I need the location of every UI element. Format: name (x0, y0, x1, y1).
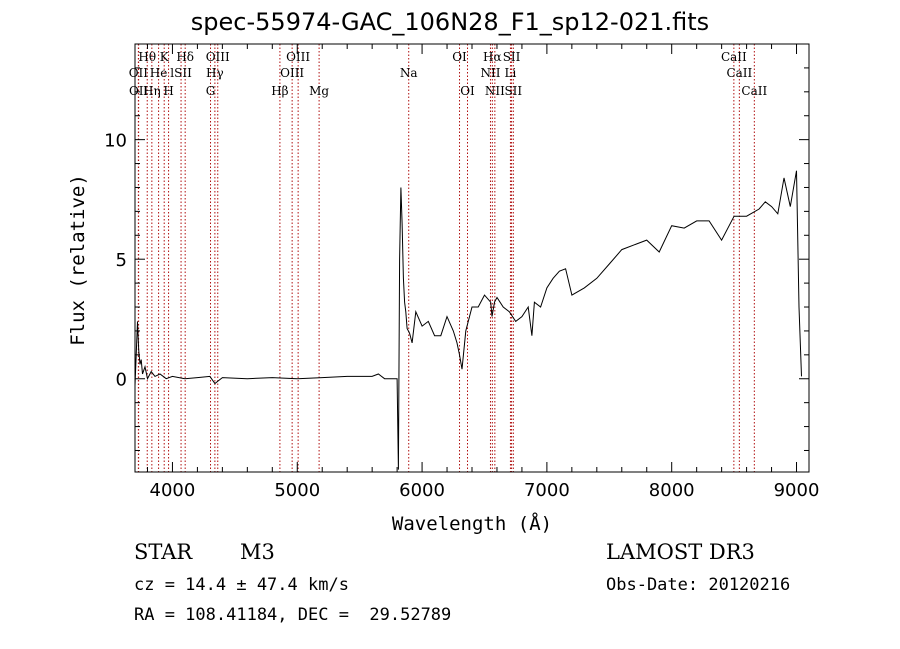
x-tick-label: 6000 (399, 480, 445, 501)
spectral-line-label: Li (505, 66, 517, 80)
spectral-line-label: OII (129, 84, 149, 98)
spectral-line-label: OIII (280, 66, 304, 80)
spectral-line-label: CaII (721, 50, 747, 64)
spectrum-line (134, 170, 802, 470)
spectral-line-label: He (150, 66, 168, 80)
y-tick-label: 5 (116, 250, 127, 271)
spectral-line-label: Hβ (271, 84, 288, 98)
object-class: STAR (134, 540, 193, 564)
spectral-line-label: Mg (309, 84, 329, 98)
chart-title: spec-55974-GAC_106N28_F1_sp12-021.fits (190, 8, 710, 36)
x-tick-label: 7000 (524, 480, 570, 501)
spectral-line-label: NII (480, 66, 500, 80)
spectral-line-label: K (160, 50, 170, 64)
x-tick-label: 9000 (774, 480, 820, 501)
spectral-line-label: Hθ (138, 50, 156, 64)
spectral-line-label: Hγ (206, 66, 224, 80)
spectral-line-label: SII (503, 50, 521, 64)
spectral-line-label: G (206, 84, 216, 98)
spectral-line-label: Hα (483, 50, 502, 64)
survey-label: LAMOST DR3 (606, 540, 755, 564)
spectral-line-label: CaII (741, 84, 767, 98)
x-tick-label: 8000 (649, 480, 695, 501)
x-axis-label: Wavelength (Å) (392, 512, 552, 535)
y-tick-label: 10 (104, 131, 127, 152)
redshift-info: cz = 14.4 ± 47.4 km/s (134, 575, 349, 595)
plot-frame (134, 43, 810, 473)
spectral-line-label: Hη (143, 84, 161, 98)
spectral-line-label: Hδ (176, 50, 194, 64)
object-subclass: M3 (240, 540, 275, 564)
x-tick-label: 4000 (150, 480, 196, 501)
x-tick-label: 5000 (274, 480, 320, 501)
spectral-line-label: OI (452, 50, 467, 64)
obs-date: Obs-Date: 20120216 (606, 575, 791, 595)
spectral-line-label: OII (129, 66, 149, 80)
y-axis-label: Flux (relative) (67, 174, 89, 346)
spectral-line-label: OIII (206, 50, 230, 64)
spectral-line-label: NII (485, 84, 505, 98)
coordinates: RA = 108.41184, DEC = 29.52789 (134, 605, 452, 625)
spectral-line-label: lSII (170, 66, 192, 80)
y-tick-label: 0 (116, 370, 127, 391)
spectral-line-label: OIII (286, 50, 310, 64)
spectral-line-label: H (163, 84, 173, 98)
spectral-line-label: SII (504, 84, 522, 98)
spectral-line-label: OI (460, 84, 475, 98)
spectral-line-label: Na (400, 66, 418, 80)
spectral-line-label: CaII (726, 66, 752, 80)
